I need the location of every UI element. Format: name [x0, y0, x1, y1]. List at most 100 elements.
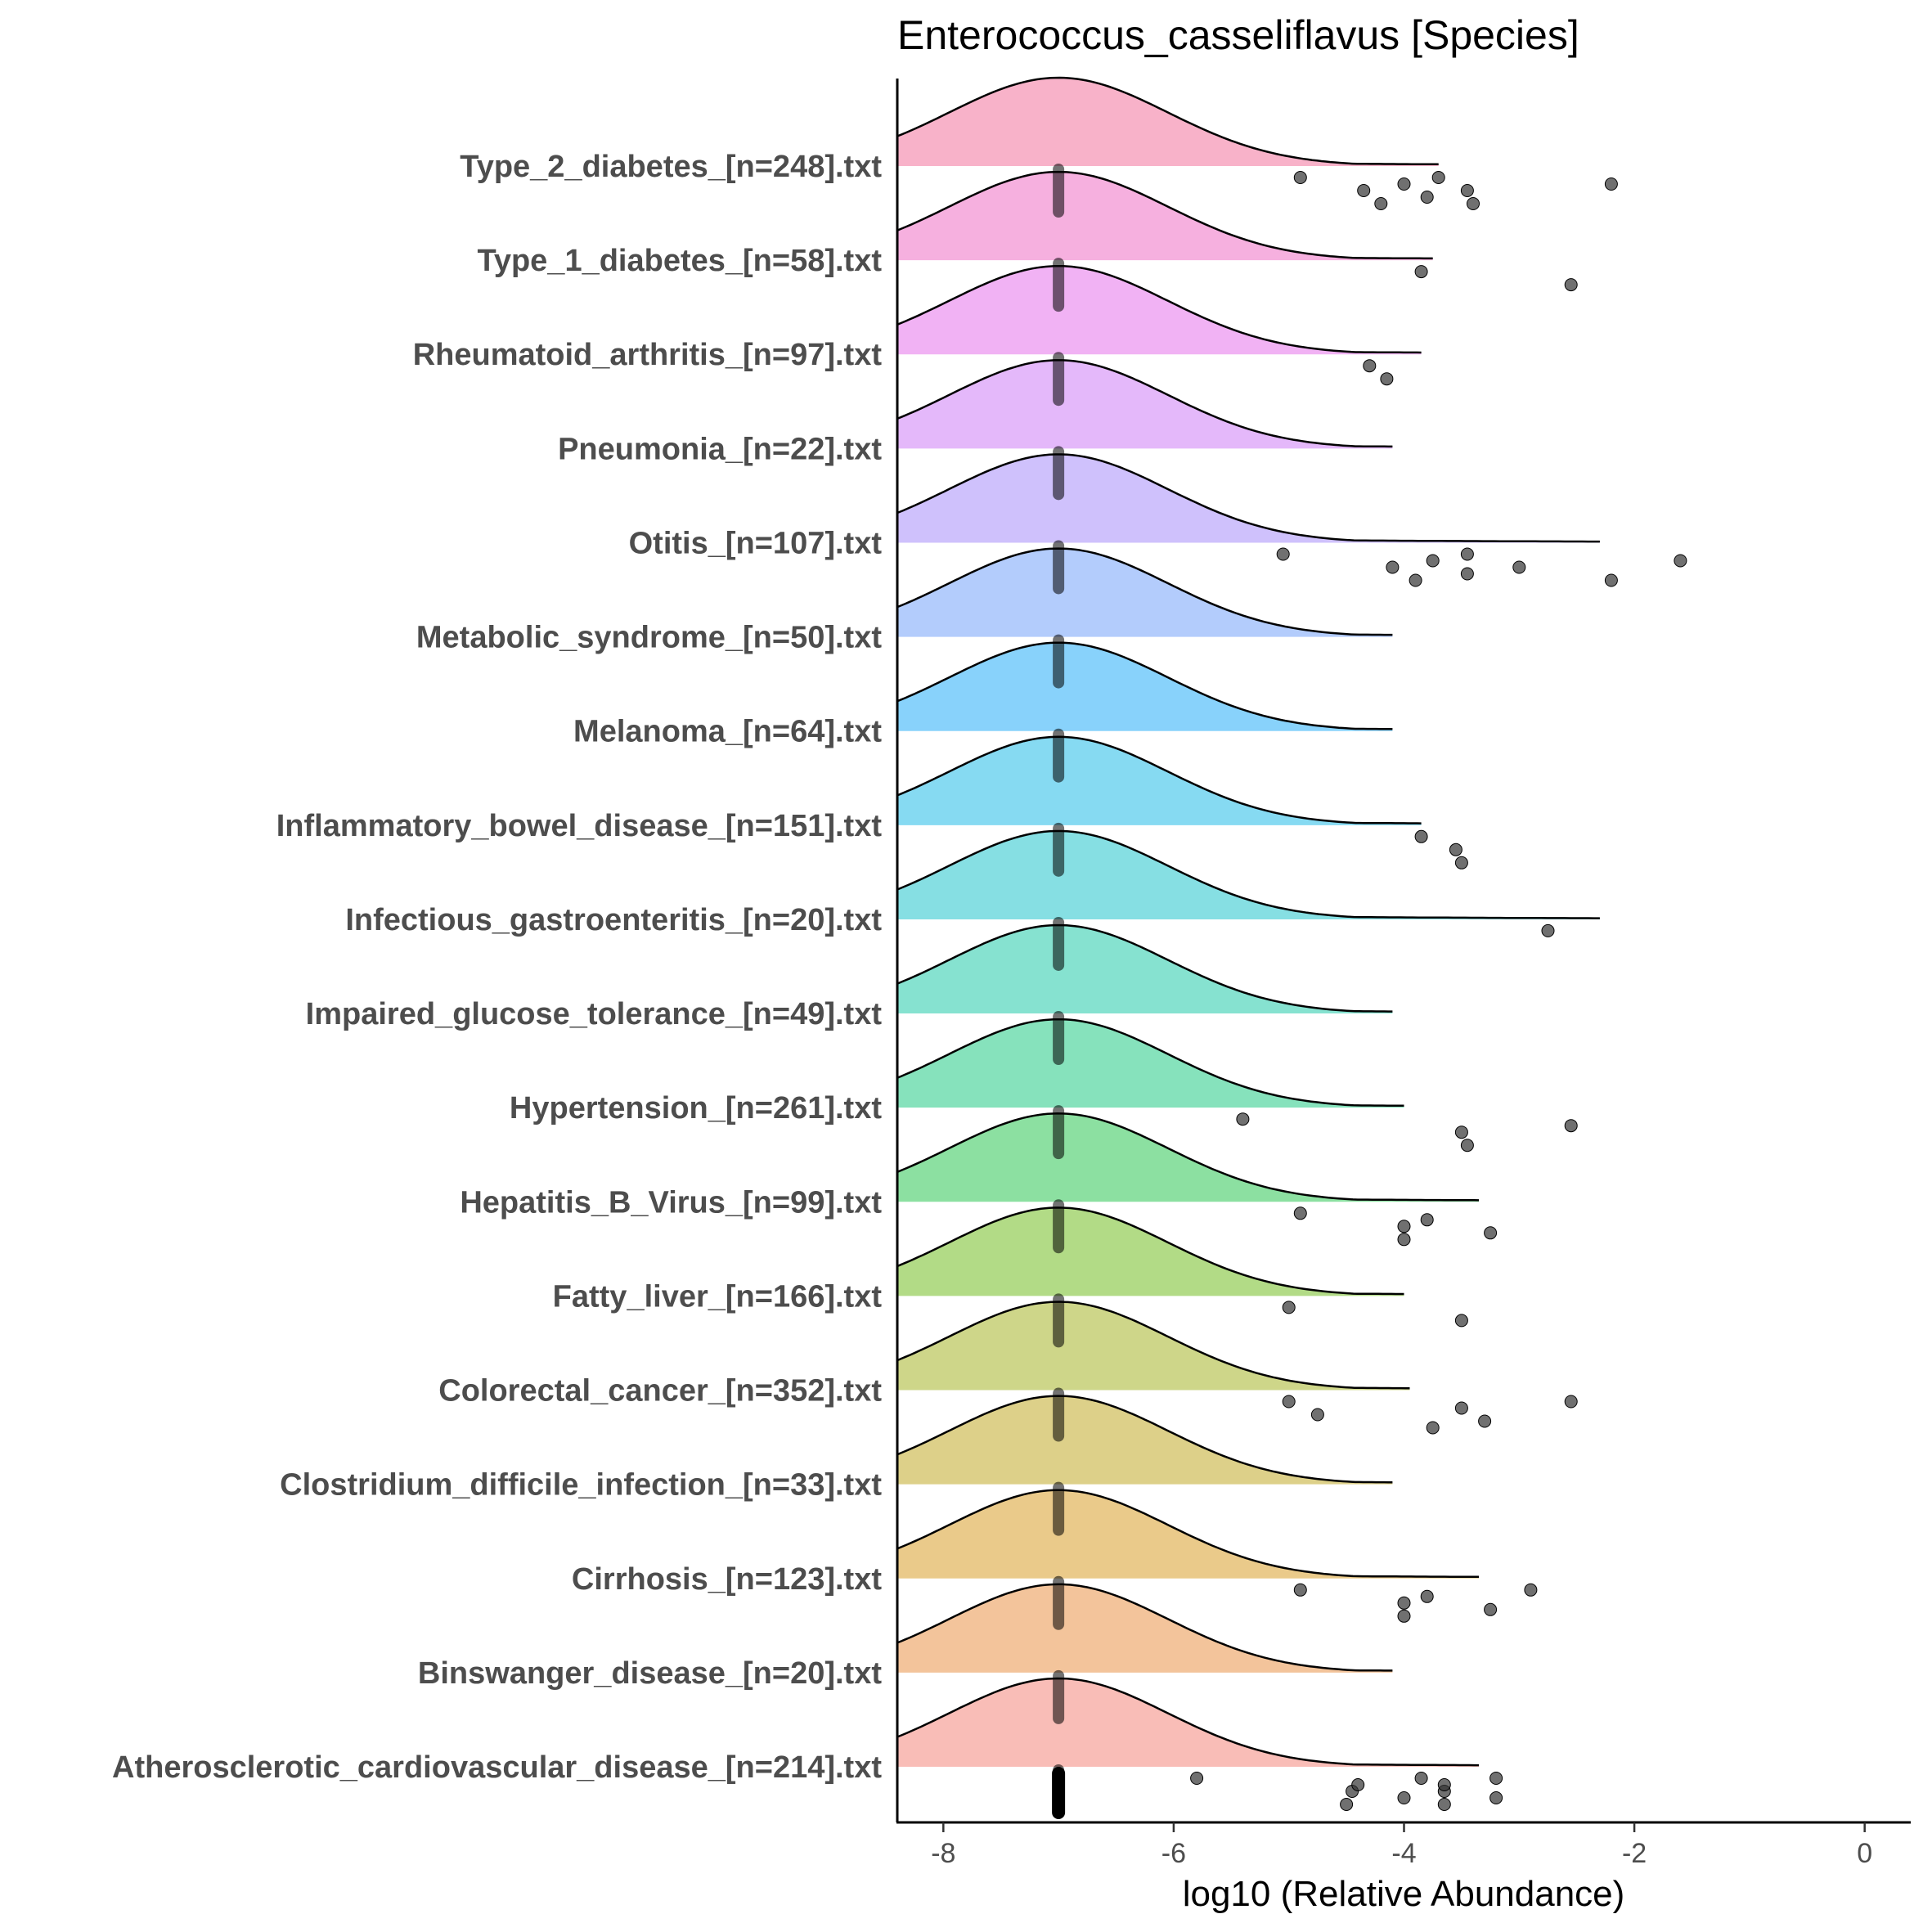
points-layer: [1052, 164, 1687, 1819]
ridge-7: [897, 736, 1422, 825]
outlier-point: [1397, 1220, 1411, 1233]
category-label-3: Pneumonia_[n=22].txt: [558, 432, 882, 466]
x-tick-label: -6: [1161, 1838, 1186, 1869]
ridge-outline-16: [896, 1583, 1393, 1672]
outlier-point: [1357, 184, 1371, 197]
outlier-point: [1454, 1401, 1468, 1415]
chart-title: Enterococcus_casseliflavus [Species]: [897, 12, 1579, 58]
ridge-outline-17: [896, 1677, 1479, 1767]
outlier-point: [1397, 1233, 1411, 1247]
category-label-16: Binswanger_disease_[n=20].txt: [418, 1656, 882, 1691]
ridge-0: [897, 78, 1439, 166]
outlier-point: [1236, 1112, 1250, 1126]
outlier-point: [1282, 1301, 1296, 1314]
outlier-point: [1467, 197, 1480, 210]
category-label-14: Clostridium_difficile_infection_[n=33].t…: [280, 1468, 882, 1503]
outlier-point: [1524, 1583, 1538, 1597]
ridge-outline-1: [896, 170, 1433, 260]
outlier-point: [1449, 842, 1462, 856]
ridge-outline-13: [896, 1301, 1410, 1390]
outlier-point: [1604, 573, 1618, 587]
ridge-15: [897, 1489, 1479, 1579]
outlier-point: [1564, 1395, 1578, 1409]
outlier-point: [1541, 923, 1555, 937]
ridge-outline-2: [896, 264, 1422, 354]
x-tick-label: -4: [1391, 1838, 1416, 1869]
category-label-9: Impaired_glucose_tolerance_[n=49].txt: [306, 997, 883, 1031]
ridge-6: [897, 642, 1393, 731]
x-axis-ticks: -8 -6 -4 -2 0: [931, 1822, 1872, 1869]
ridge-2: [897, 266, 1422, 355]
ridge-outline-4: [896, 453, 1600, 543]
outlier-point: [1437, 1798, 1451, 1811]
category-label-0: Type_2_diabetes_[n=248].txt: [460, 150, 882, 184]
outlier-point: [1420, 191, 1434, 204]
outlier-point: [1397, 1609, 1411, 1623]
x-tick-label: 0: [1857, 1838, 1872, 1869]
outlier-point: [1340, 1798, 1354, 1811]
outlier-point: [1454, 1314, 1468, 1328]
outlier-point: [1512, 560, 1526, 574]
ridge-11: [897, 1113, 1479, 1202]
outlier-point: [1460, 567, 1474, 581]
outlier-point: [1564, 278, 1578, 292]
ridge-4: [897, 454, 1600, 543]
ridge-outline-9: [896, 923, 1393, 1013]
category-label-11: Hepatitis_B_Virus_[n=99].txt: [460, 1185, 882, 1220]
outlier-point: [1420, 1213, 1434, 1227]
outlier-point: [1484, 1602, 1498, 1616]
outlier-point: [1484, 1226, 1498, 1240]
outlier-point: [1386, 560, 1400, 574]
x-tick-label: -2: [1622, 1838, 1647, 1869]
category-label-1: Type_1_diabetes_[n=58].txt: [477, 244, 882, 278]
ridge-10: [897, 1019, 1404, 1108]
outlier-point: [1454, 856, 1468, 869]
ridge-9: [897, 925, 1393, 1014]
outlier-point: [1478, 1414, 1492, 1428]
category-label-12: Fatty_liver_[n=166].txt: [553, 1279, 883, 1314]
ridge-outline-15: [896, 1489, 1479, 1579]
category-label-13: Colorectal_cancer_[n=352].txt: [438, 1374, 882, 1409]
category-label-6: Melanoma_[n=64].txt: [573, 715, 882, 749]
outlier-point: [1276, 547, 1290, 561]
ridge-14: [897, 1395, 1393, 1485]
ridge-1: [897, 172, 1433, 261]
category-label-7: Inflammatory_bowel_disease_[n=151].txt: [276, 809, 883, 843]
ridges-layer: [896, 76, 1600, 1767]
outlier-point: [1426, 554, 1440, 568]
ridge-16: [897, 1584, 1393, 1673]
outlier-point: [1363, 359, 1377, 373]
ridge-outline-3: [896, 359, 1393, 448]
x-tick-label: -8: [931, 1838, 955, 1869]
category-label-10: Hypertension_[n=261].txt: [510, 1091, 882, 1126]
ridge-outline-6: [896, 641, 1393, 730]
ridge-outline-7: [896, 735, 1422, 824]
outlier-point: [1282, 1395, 1296, 1409]
outlier-point: [1380, 372, 1394, 386]
outlier-point: [1489, 1772, 1503, 1785]
category-label-15: Cirrhosis_[n=123].txt: [572, 1562, 882, 1597]
outlier-point: [1426, 1421, 1440, 1435]
outlier-point: [1454, 1126, 1468, 1139]
outlier-point: [1293, 1583, 1307, 1597]
ridge-outline-14: [896, 1395, 1393, 1484]
category-label-5: Metabolic_syndrome_[n=50].txt: [416, 621, 882, 655]
x-axis-title: log10 (Relative Abundance): [1183, 1874, 1625, 1914]
outlier-point: [1460, 184, 1474, 197]
ridge-13: [897, 1301, 1410, 1391]
outlier-point: [1374, 197, 1388, 210]
ridge-outline-12: [896, 1206, 1404, 1296]
outlier-point: [1397, 1596, 1411, 1610]
outlier-point: [1310, 1408, 1324, 1422]
ridge-17: [897, 1678, 1479, 1767]
outlier-point: [1293, 171, 1307, 184]
ridge-outline-0: [896, 76, 1439, 166]
category-label-8: Infectious_gastroenteritis_[n=20].txt: [345, 903, 882, 937]
outlier-point: [1351, 1778, 1365, 1791]
outlier-point: [1489, 1791, 1503, 1804]
outlier-point: [1293, 1206, 1307, 1220]
outlier-point: [1414, 1772, 1428, 1785]
outlier-point: [1414, 829, 1428, 843]
ridge-outline-11: [896, 1112, 1480, 1202]
